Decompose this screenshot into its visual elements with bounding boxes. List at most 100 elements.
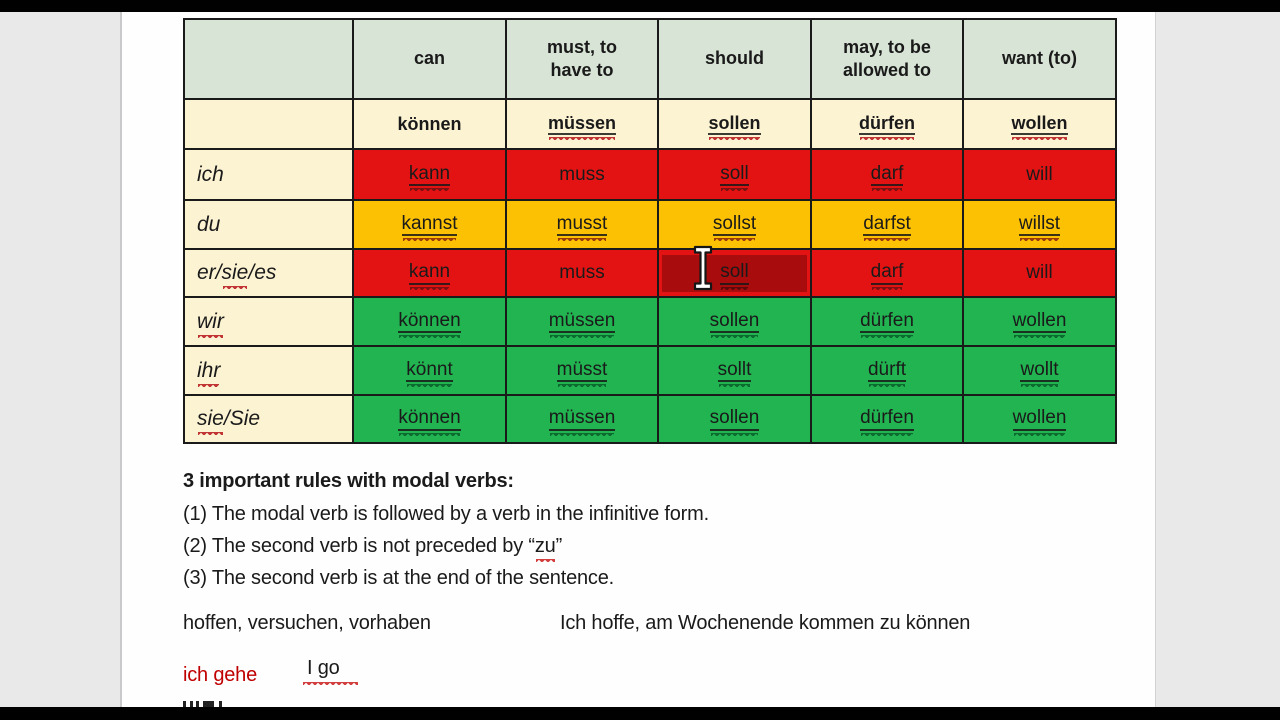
verb-form: müssen: [548, 310, 616, 339]
verb-cell[interactable]: muss: [507, 150, 657, 199]
infinitive-verbs-list: hoffen, versuchen, vorhaben: [183, 612, 431, 634]
verb-cell[interactable]: sollt: [659, 347, 810, 394]
verb-form: wollen: [1012, 407, 1067, 436]
header-cell-may[interactable]: may, to be allowed to: [812, 20, 962, 98]
left-page-margin: [0, 12, 122, 707]
modal-verbs-table: can must, to have to should may, to be a…: [183, 18, 1117, 444]
text-cursor-ibeam-icon: [693, 245, 713, 291]
verb-cell[interactable]: soll: [659, 150, 810, 199]
header-cell-should[interactable]: should: [659, 20, 810, 98]
verb-cell[interactable]: kann: [354, 250, 505, 296]
verb-form: dürft: [867, 359, 907, 388]
verb-cell[interactable]: dürfen: [812, 396, 962, 442]
top-letterbox-bar: [0, 0, 1280, 12]
pronoun-cell-ihr[interactable]: ihr: [185, 347, 352, 394]
infinitive-cell-empty[interactable]: [185, 100, 352, 148]
example-translation-line[interactable]: ich gehe I go: [183, 657, 359, 687]
pronoun-label: ihr: [197, 358, 221, 387]
header-label: want (to): [1002, 48, 1077, 69]
pronoun-cell-wir[interactable]: wir: [185, 298, 352, 345]
verb-form: musst: [556, 213, 608, 242]
header-cell-want[interactable]: want (to): [964, 20, 1115, 98]
verb-cell[interactable]: willst: [964, 201, 1115, 248]
verb-cell[interactable]: müsst: [507, 347, 657, 394]
verb-cell[interactable]: dürft: [812, 347, 962, 394]
pronoun-label: wir: [197, 309, 224, 338]
pronoun-cell-ich[interactable]: ich: [185, 150, 352, 199]
verb-cell[interactable]: will: [964, 250, 1115, 296]
verb-cell[interactable]: könnt: [354, 347, 505, 394]
verb-cell[interactable]: können: [354, 396, 505, 442]
verb-form: sollt: [717, 359, 752, 388]
infinitive-muessen: müssen: [547, 113, 617, 140]
verb-cell[interactable]: darfst: [812, 201, 962, 248]
verb-form: muss: [559, 163, 605, 185]
verb-cell[interactable]: müssen: [507, 298, 657, 345]
verb-form: darf: [870, 163, 904, 192]
rule-2[interactable]: (2) The second verb is not preceded by “…: [183, 535, 563, 562]
verb-cell[interactable]: muss: [507, 250, 657, 296]
pronoun-cell-er-sie-es[interactable]: er/sie/es: [185, 250, 352, 296]
infinitive-cell[interactable]: dürfen: [812, 100, 962, 148]
verb-form: könnt: [406, 359, 453, 388]
header-label-line1: must, to: [547, 36, 617, 57]
verb-cell[interactable]: sollst: [659, 201, 810, 248]
verb-cell[interactable]: darf: [812, 250, 962, 296]
verb-form: will: [1026, 262, 1053, 284]
header-label-line1: may, to be: [843, 36, 931, 57]
verb-form: dürfen: [860, 407, 914, 436]
rule-1[interactable]: (1) The modal verb is followed by a verb…: [183, 503, 709, 525]
verb-form: müsst: [556, 359, 608, 388]
example-verbs-line[interactable]: hoffen, versuchen, vorhaben Ich hoffe, a…: [183, 612, 970, 635]
verb-cell[interactable]: darf: [812, 150, 962, 199]
infinitive-sollen: sollen: [708, 113, 761, 140]
verb-form: sollen: [709, 310, 760, 339]
verb-cell[interactable]: musst: [507, 201, 657, 248]
infinitive-cell[interactable]: können: [354, 100, 505, 148]
verb-form: wollen: [1012, 310, 1067, 339]
pronoun-cell-sie-Sie[interactable]: sie/Sie: [185, 396, 352, 442]
right-page-margin: [1155, 12, 1280, 707]
header-cell-can[interactable]: can: [354, 20, 505, 98]
cell-selection-highlight: [662, 255, 807, 292]
pronoun-label: du: [197, 212, 221, 236]
verb-form: kann: [408, 261, 451, 290]
infinitive-cell[interactable]: wollen: [964, 100, 1115, 148]
verb-cell[interactable]: sollen: [659, 396, 810, 442]
verb-form: willst: [1018, 213, 1061, 242]
infinitive-cell[interactable]: sollen: [659, 100, 810, 148]
verb-cell[interactable]: wollen: [964, 396, 1115, 442]
verb-form: muss: [559, 262, 605, 284]
verb-cell[interactable]: kann: [354, 150, 505, 199]
verb-cell[interactable]: können: [354, 298, 505, 345]
verb-cell-selected[interactable]: soll: [659, 250, 810, 296]
pronoun-cell-du[interactable]: du: [185, 201, 352, 248]
verb-cell[interactable]: dürfen: [812, 298, 962, 345]
header-label: should: [705, 48, 764, 69]
bottom-letterbox-bar: [0, 707, 1280, 720]
verb-cell[interactable]: sollen: [659, 298, 810, 345]
verb-form: kannst: [401, 213, 458, 242]
infinitive-cell[interactable]: müssen: [507, 100, 657, 148]
verb-cell[interactable]: wollt: [964, 347, 1115, 394]
rules-heading[interactable]: 3 important rules with modal verbs:: [183, 470, 514, 492]
verb-form: soll: [720, 163, 749, 192]
header-label: can: [413, 48, 446, 69]
verb-form: dürfen: [860, 310, 914, 339]
clipped-text-fragment: [183, 701, 229, 707]
verb-form: kann: [408, 163, 451, 192]
verb-cell[interactable]: wollen: [964, 298, 1115, 345]
verb-form: sollst: [712, 213, 757, 242]
header-label-line2: have to: [550, 60, 614, 80]
verb-cell[interactable]: kannst: [354, 201, 505, 248]
verb-cell[interactable]: will: [964, 150, 1115, 199]
verb-cell[interactable]: müssen: [507, 396, 657, 442]
infinitive-koennen: können: [397, 113, 462, 134]
verb-form: wollt: [1020, 359, 1059, 388]
header-cell-must[interactable]: must, to have to: [507, 20, 657, 98]
rule-3[interactable]: (3) The second verb is at the end of the…: [183, 567, 615, 589]
header-cell-empty[interactable]: [185, 20, 352, 98]
verb-form: darf: [870, 261, 904, 290]
verb-form: sollen: [709, 407, 760, 436]
pronoun-label: er/sie/es: [197, 261, 277, 289]
